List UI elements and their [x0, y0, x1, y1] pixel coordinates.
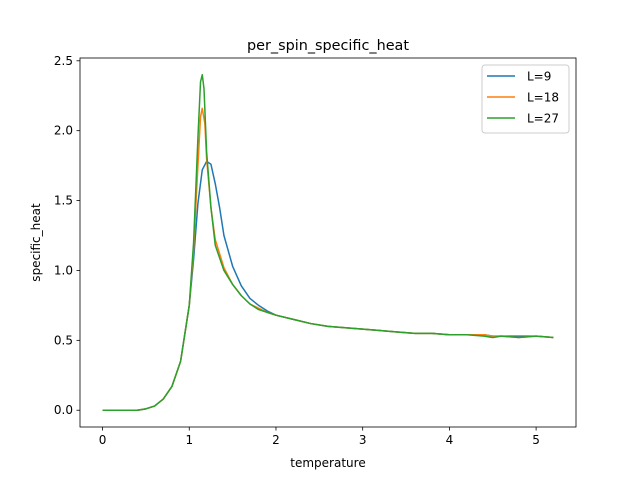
x-tick-label: 2	[272, 433, 280, 447]
legend-box	[481, 64, 570, 134]
legend-label-3: L=27	[527, 112, 559, 126]
series-line-3	[102, 74, 554, 411]
x-axis-ticks: 0 1 2 3 4 5	[99, 427, 540, 447]
y-axis-ticks: 0.0 0.5 1.0 1.5 2.0 2.5	[54, 54, 80, 417]
x-tick-label: 3	[359, 433, 367, 447]
plot-area-frame	[79, 57, 577, 428]
legend-label-2: L=18	[527, 91, 559, 105]
y-tick-label: 0.5	[54, 333, 73, 347]
x-tick-label: 1	[185, 433, 193, 447]
x-axis-label: temperature	[290, 456, 365, 470]
x-tick-label: 4	[446, 433, 454, 447]
legend-entries: L=9 L=18 L=27	[487, 70, 559, 126]
chart-title: per_spin_specific_heat	[247, 38, 409, 54]
x-tick-label: 0	[99, 433, 107, 447]
y-tick-label: 0.0	[54, 403, 73, 417]
y-axis-label: specific_heat	[29, 203, 43, 282]
y-tick-label: 2.0	[54, 124, 73, 138]
legend: L=9 L=18 L=27	[481, 64, 570, 134]
x-tick-label: 5	[532, 433, 540, 447]
legend-label-1: L=9	[527, 70, 551, 84]
y-tick-label: 1.5	[54, 194, 73, 208]
y-tick-label: 1.0	[54, 263, 73, 277]
y-tick-label: 2.5	[54, 54, 73, 68]
series-lines	[102, 74, 554, 411]
